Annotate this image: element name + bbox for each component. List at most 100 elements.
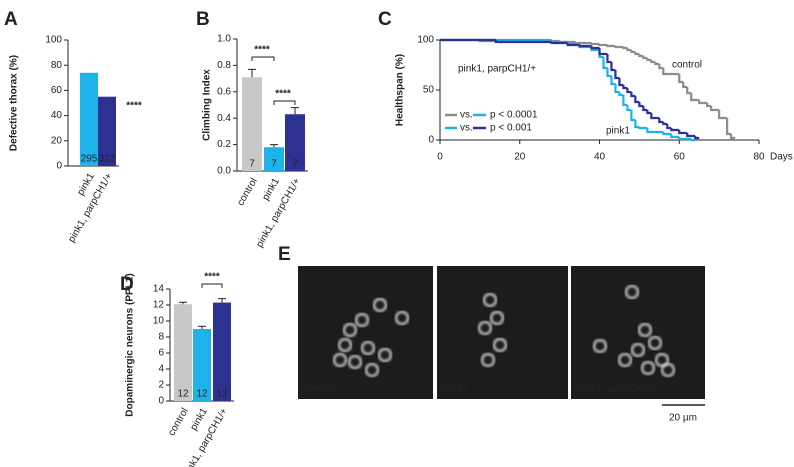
survival-step	[646, 58, 652, 62]
survival-step	[726, 118, 732, 136]
legend-text: vs.	[460, 110, 473, 121]
survival-step	[678, 130, 688, 135]
bar	[213, 302, 231, 401]
y-tick-label: 0	[158, 396, 164, 407]
y-axis-label: Dopaminergic neurons (PPL1)	[125, 273, 136, 416]
survival-step	[686, 87, 692, 95]
neuron	[637, 322, 653, 338]
y-tick-label: 60	[51, 85, 63, 96]
significance: ****	[204, 272, 220, 283]
bar	[242, 77, 262, 171]
survival-step	[614, 70, 620, 80]
y-tick-label: 0	[56, 161, 62, 172]
image-label: pink1	[442, 384, 469, 395]
y-tick-label: 0.8	[217, 60, 231, 71]
survival-step	[622, 85, 628, 90]
survival-step	[602, 57, 608, 70]
x-tick-label: 80	[753, 152, 765, 163]
n-label: 7	[271, 159, 277, 170]
y-tick-label: 12	[153, 300, 165, 311]
survival-step	[658, 118, 664, 124]
series-label: pink1	[606, 126, 630, 137]
x-tick-label: 40	[594, 152, 606, 163]
scale-label: 20 µm	[669, 413, 697, 424]
y-tick-label: 0.2	[217, 139, 231, 150]
survival-step	[610, 62, 616, 72]
survival-step	[686, 133, 696, 138]
survival-step	[614, 45, 624, 49]
survival-step	[634, 52, 640, 56]
survival-step	[598, 43, 608, 47]
neuron	[377, 347, 393, 363]
survival-step	[690, 138, 696, 142]
survival-step	[618, 78, 624, 87]
x-tick-label: 20	[514, 152, 526, 163]
survival-step	[638, 102, 644, 108]
survival-step	[578, 44, 592, 48]
survival-step	[654, 62, 660, 66]
survival-step	[610, 76, 616, 86]
survival-step	[694, 136, 700, 140]
neuron	[624, 284, 640, 300]
survival-step	[630, 92, 636, 98]
error-bar	[291, 107, 299, 115]
y-axis-label: Healthspan (%)	[395, 54, 406, 126]
panel-letter: B	[196, 9, 210, 30]
n-label: 12	[196, 389, 208, 400]
micrograph	[298, 266, 433, 399]
neuron	[489, 310, 505, 326]
significance: ****	[275, 89, 291, 100]
y-tick-label: 6	[158, 348, 164, 359]
error-bar	[198, 325, 206, 329]
survival-step	[494, 40, 552, 44]
survival-step	[634, 96, 640, 104]
series-label: control	[672, 60, 702, 71]
neuron	[617, 352, 633, 368]
x-tick-label: 0	[437, 152, 443, 163]
panel-letter: E	[278, 244, 291, 265]
y-tick-label: 50	[423, 85, 435, 96]
survival-step	[650, 60, 656, 64]
bar	[264, 147, 284, 171]
y-tick-label: 14	[153, 284, 165, 295]
y-tick-label: 0.0	[217, 166, 231, 177]
image-label: control	[303, 384, 337, 395]
survival-step	[670, 128, 680, 132]
neuron	[394, 310, 410, 326]
neuron	[372, 297, 388, 313]
survival-step	[638, 54, 644, 58]
y-tick-label: 2	[158, 380, 164, 391]
survival-step	[642, 56, 648, 60]
bar	[80, 72, 98, 166]
survival-step	[550, 40, 568, 44]
bar	[174, 304, 192, 401]
survival-step	[566, 43, 580, 47]
panel-letter: A	[4, 9, 18, 30]
survival-step	[662, 132, 672, 136]
legend-text: p < 0.0001	[490, 110, 538, 121]
y-tick-label: 0	[428, 135, 434, 146]
survival-step	[658, 64, 664, 70]
survival-step	[550, 39, 560, 43]
survival-step	[666, 124, 672, 130]
y-axis-label: Climbing Index	[202, 69, 213, 141]
error-bar	[218, 298, 226, 303]
survival-step	[574, 41, 592, 45]
x-tick-label: pink1	[260, 176, 282, 203]
neuron	[482, 292, 498, 308]
bracket	[273, 100, 296, 105]
neuron	[654, 352, 670, 368]
x-tick-label: control	[235, 176, 260, 207]
survival-step	[682, 82, 688, 89]
n-label: 312	[99, 154, 116, 165]
y-tick-label: 40	[51, 110, 63, 121]
neuron	[360, 340, 376, 356]
image-label: pink1, parpCH1/+	[576, 384, 658, 395]
neuron	[337, 337, 353, 353]
y-tick-label: 20	[51, 135, 63, 146]
n-label: 7	[292, 159, 298, 170]
survival-step	[614, 84, 620, 94]
survival-step	[630, 50, 636, 54]
significance: ****	[254, 45, 270, 56]
